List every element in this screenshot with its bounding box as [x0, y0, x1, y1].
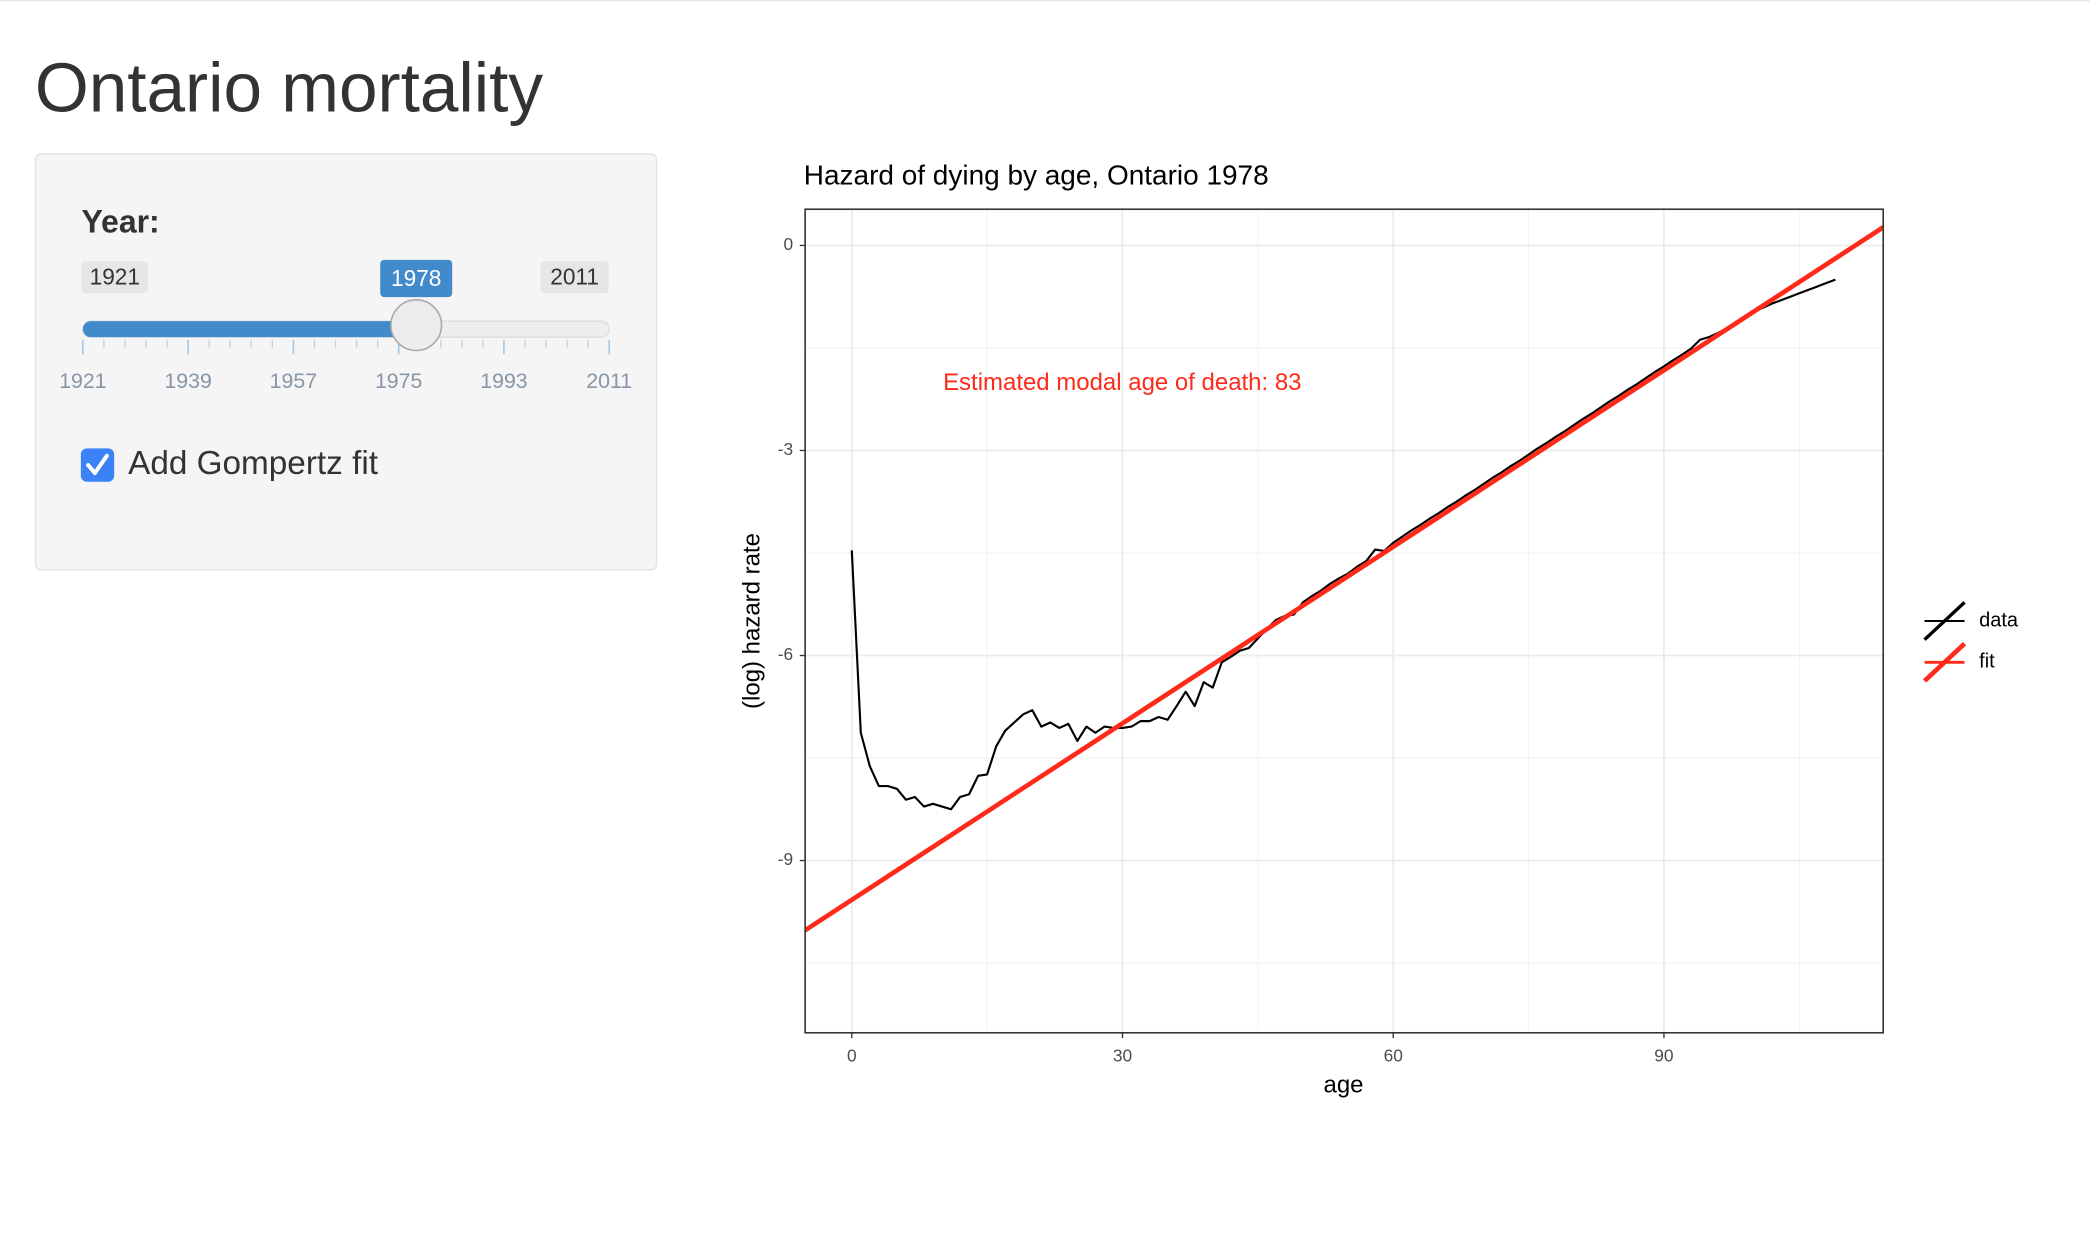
slider-value-label-bg — [380, 259, 453, 298]
slider-value-label: 1978 — [391, 265, 441, 291]
checkbox-check — [86, 453, 109, 476]
checkbox-label[interactable]: Add Gompertz fit — [128, 445, 378, 482]
x-tick-label: 60 — [1384, 1045, 1403, 1065]
y-tick-label: 0 — [783, 234, 793, 254]
legend-key — [1922, 641, 1967, 683]
series-line — [850, 278, 1836, 811]
legend-key — [1923, 601, 1966, 641]
slider-tick-label: 1975 — [375, 369, 422, 393]
year-slider[interactable]: 1921 2011 1921 1939 1957 1975 1993 2011 1978 — [59, 259, 632, 393]
legend-label: data — [1979, 609, 2019, 631]
slider-tick-label: 1939 — [164, 369, 211, 393]
y-axis-label: (log) hazard rate — [738, 533, 765, 709]
slider-tick-label: 1921 — [59, 369, 106, 393]
slider-min-label: 1921 — [90, 264, 140, 290]
slider-tick-label: 1993 — [480, 369, 527, 393]
plot-area — [805, 224, 1884, 934]
slider-label: Year: — [82, 203, 160, 239]
series-line — [805, 224, 1884, 934]
chart: Hazard of dying by age, Ontario 1978 age… — [738, 160, 2018, 1099]
y-tick-label: -9 — [778, 849, 793, 869]
slider-max-label-bg — [540, 261, 609, 294]
x-tick-label: 90 — [1654, 1045, 1673, 1065]
x-tick-label: 0 — [847, 1045, 857, 1065]
plot-panel-border — [804, 208, 1885, 1034]
legend-label: fit — [1979, 651, 1995, 673]
page-title: Ontario mortality — [35, 49, 544, 127]
slider-handle[interactable] — [390, 299, 443, 352]
slider-tick-label: 1957 — [270, 369, 317, 393]
x-axis-label: age — [1324, 1071, 1364, 1098]
chart-title: Hazard of dying by age, Ontario 1978 — [804, 160, 1269, 191]
slider-min-label-bg — [81, 261, 149, 294]
y-tick-label: -6 — [778, 644, 793, 664]
slider-tick-label: 2011 — [586, 369, 632, 393]
slider-max-label: 2011 — [550, 264, 599, 290]
sidebar-panel — [34, 153, 658, 571]
annotation: Estimated modal age of death: 83 — [943, 369, 1301, 396]
slider-fill — [82, 321, 417, 338]
x-tick-label: 30 — [1113, 1045, 1132, 1065]
y-tick-label: -3 — [778, 439, 793, 459]
gompertz-checkbox[interactable]: Add Gompertz fit — [80, 445, 378, 482]
